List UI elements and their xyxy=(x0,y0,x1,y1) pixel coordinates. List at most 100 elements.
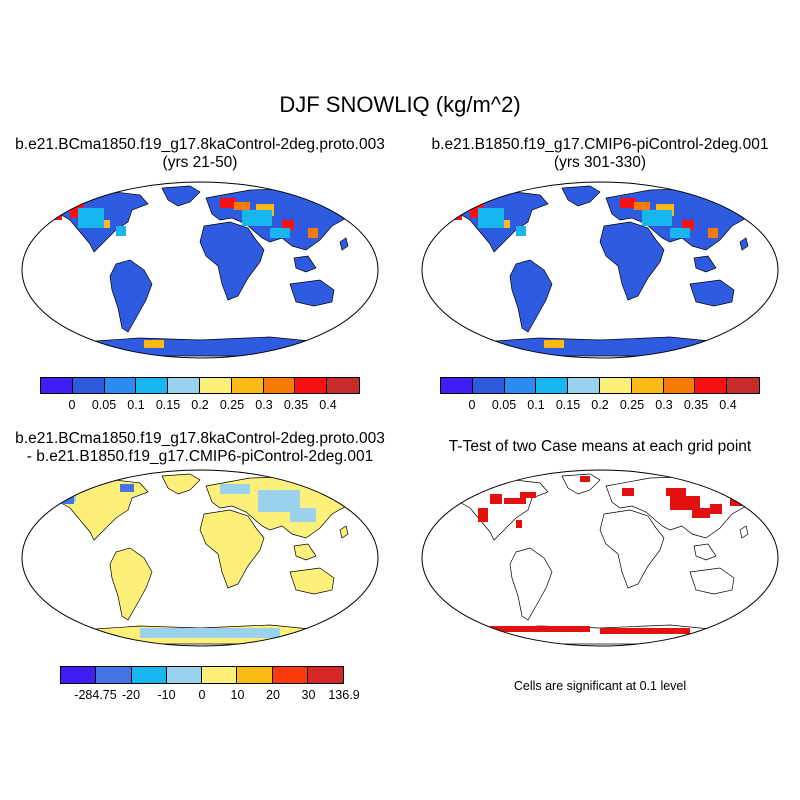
difference-patch xyxy=(258,490,300,512)
map-border xyxy=(21,181,379,359)
colorbar-swatch xyxy=(272,667,308,683)
panel-case1-title: b.e21.BCma1850.f19_g17.8kaControl-2deg.p… xyxy=(0,136,400,172)
colorbar-swatch xyxy=(168,378,200,393)
land-mass xyxy=(689,279,735,307)
map-diff xyxy=(21,469,379,647)
difference-patch xyxy=(220,484,250,494)
colorbar-tick-label: 136.9 xyxy=(328,688,360,702)
snow-liquid-patch xyxy=(620,198,636,208)
map-ttest-content xyxy=(421,469,779,647)
colorbar-tick-label: 0 xyxy=(68,398,76,412)
significant-cell xyxy=(516,520,522,528)
colorbar-tick-label: 10 xyxy=(230,688,245,702)
colorbar-tick-label: 0.25 xyxy=(219,398,245,412)
significant-cell xyxy=(520,492,536,498)
colorbar-swatch xyxy=(631,378,664,393)
snow-liquid-patch xyxy=(634,202,650,210)
snow-liquid-patch xyxy=(220,198,236,208)
land-mass xyxy=(693,543,717,561)
colorbar-tick-label: 0.2 xyxy=(591,398,609,412)
snow-liquid-patch xyxy=(144,340,164,348)
difference-patch xyxy=(290,508,316,522)
colorbar-swatch xyxy=(568,378,600,393)
colorbar-swatch xyxy=(263,378,296,393)
colorbar-tick-label: 30 xyxy=(301,688,316,702)
land-mass xyxy=(79,336,339,357)
map-case1 xyxy=(21,181,379,359)
colorbar-swatch xyxy=(72,378,105,393)
colorbar-case2-labels: 0 0.05 0.1 0.15 0.2 0.25 0.3 0.35 0.4 xyxy=(440,398,760,414)
land-mass xyxy=(199,221,265,301)
colorbar-tick-label: 0.3 xyxy=(255,398,273,412)
map-ttest xyxy=(421,469,779,647)
land-mass xyxy=(509,547,553,621)
significant-cell xyxy=(622,488,634,496)
land-mass xyxy=(339,525,349,539)
colorbar-diff-labels: -284.75 -20 -10 0 10 20 30 136.9 xyxy=(60,688,359,704)
colorbar-swatch xyxy=(136,378,169,393)
colorbar-tick-label: 0.1 xyxy=(127,398,145,412)
ocean xyxy=(422,470,778,646)
land-mass xyxy=(561,185,601,207)
colorbar-case1 xyxy=(40,377,360,394)
snow-liquid-patch xyxy=(544,340,564,348)
difference-patch xyxy=(120,484,134,492)
colorbar-swatch xyxy=(61,667,97,683)
colorbar-swatch xyxy=(131,667,167,683)
colorbar-tick-label: 20 xyxy=(266,688,280,702)
panel-diff-title-line2: - b.e21.B1850.f19_g17.CMIP6-piControl-2d… xyxy=(26,448,374,465)
land-mass xyxy=(161,185,201,207)
colorbar-swatch xyxy=(104,378,137,393)
land-mass xyxy=(599,221,665,301)
significant-cell xyxy=(692,508,710,518)
land-mass xyxy=(161,473,201,495)
colorbar-tick-label: -20 xyxy=(121,688,141,702)
snow-liquid-patch xyxy=(708,228,718,238)
significant-cell xyxy=(666,488,686,496)
colorbar-swatch xyxy=(536,378,569,393)
land-mass xyxy=(739,525,749,539)
panel-diff-title-line1: b.e21.BCma1850.f19_g17.8kaControl-2deg.p… xyxy=(15,430,385,447)
land-mass xyxy=(693,255,717,273)
land-mass xyxy=(199,509,265,589)
snow-liquid-patch xyxy=(116,226,126,236)
snow-liquid-patch xyxy=(682,220,694,230)
significant-cell xyxy=(490,626,590,632)
map-border xyxy=(421,181,779,359)
snow-liquid-patch xyxy=(100,220,110,228)
land-mass xyxy=(444,479,549,541)
colorbar-swatch xyxy=(96,667,132,683)
map-diff-content xyxy=(21,469,379,647)
colorbar-tick-label: 0 xyxy=(468,398,476,412)
significant-cell xyxy=(504,498,526,504)
land-mass xyxy=(689,567,735,595)
significant-cell xyxy=(580,476,590,482)
panel-case1-title-line2: (yrs 21-50) xyxy=(162,154,238,171)
colorbar-tick-label: 0.4 xyxy=(319,398,337,412)
panel-case2-title-line1: b.e21.B1850.f19_g17.CMIP6-piControl-2deg… xyxy=(431,136,769,153)
panel-diff-title: b.e21.BCma1850.f19_g17.8kaControl-2deg.p… xyxy=(0,430,400,466)
snow-liquid-patch xyxy=(270,228,290,238)
colorbar-swatch xyxy=(41,378,73,393)
colorbar-swatch xyxy=(695,378,728,393)
colorbar-tick-label: 0.35 xyxy=(283,398,309,412)
land-mass xyxy=(289,567,335,595)
land-mass xyxy=(479,336,739,357)
colorbar-swatch xyxy=(727,378,759,393)
colorbar-case2 xyxy=(440,377,760,394)
colorbar-swatch xyxy=(599,378,632,393)
map-case1-content xyxy=(21,181,379,359)
difference-patch xyxy=(140,628,280,638)
land-mass xyxy=(109,547,153,621)
map-border xyxy=(21,469,379,647)
land-mass xyxy=(293,255,317,273)
colorbar-tick-label: 0.2 xyxy=(191,398,209,412)
land-mass xyxy=(109,259,153,333)
colorbar-swatch xyxy=(237,667,273,683)
colorbar-tick-label: 0.25 xyxy=(619,398,645,412)
snow-liquid-patch xyxy=(516,226,526,236)
colorbar-swatch xyxy=(327,378,359,393)
panel-case2-title: b.e21.B1850.f19_g17.CMIP6-piControl-2deg… xyxy=(400,136,800,172)
land-mass xyxy=(739,237,749,251)
colorbar-swatch xyxy=(307,667,343,683)
